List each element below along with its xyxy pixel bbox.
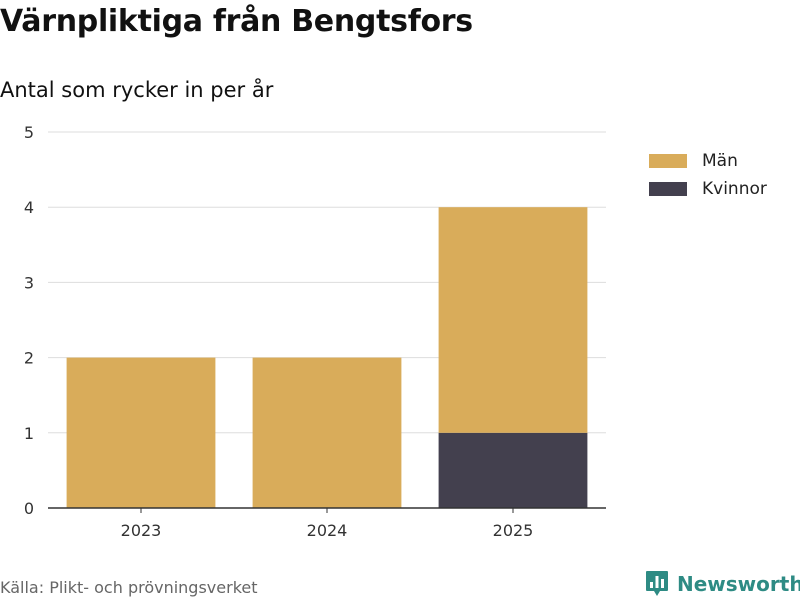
source-note: Källa: Plikt- och prövningsverket [0,578,258,597]
chart-legend: Män Kvinnor [649,147,767,203]
y-tick-label: 3 [24,273,34,292]
stacked-bar-chart: 0 1 2 3 4 5 2023 2024 2025 [24,123,606,540]
bar-kvinnor-2025 [438,432,588,508]
brand-logo[interactable]: Newsworthy [645,570,800,598]
x-tick-label: 2024 [307,521,348,540]
legend-item-man: Män [649,147,767,175]
chart-subtitle: Antal som rycker in per år [0,78,274,102]
y-tick-label: 1 [24,424,34,443]
brand-name: Newsworthy [677,572,800,596]
y-tick-label: 4 [24,198,34,217]
bar-man-2025 [438,207,588,433]
bar-man-2024 [252,357,402,508]
y-tick-label: 2 [24,349,34,368]
chart-title: Värnpliktiga från Bengtsfors [0,4,473,39]
legend-label-man: Män [702,151,738,171]
legend-label-kvinnor: Kvinnor [702,179,767,199]
legend-swatch-man [649,154,687,168]
bar-man-2023 [66,357,216,508]
legend-item-kvinnor: Kvinnor [649,175,767,203]
bar-chart-logo-icon [646,571,668,596]
y-tick-label: 5 [24,123,34,142]
legend-swatch-kvinnor [649,182,687,196]
x-tick-label: 2025 [493,521,534,540]
y-tick-label: 0 [24,499,34,518]
x-tick-label: 2023 [121,521,162,540]
